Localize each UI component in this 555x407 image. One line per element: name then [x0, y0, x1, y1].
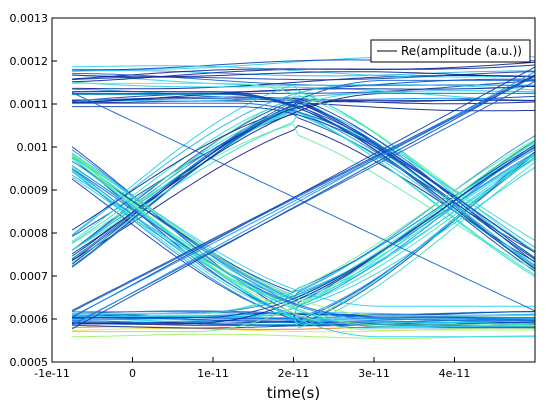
eye-trace [71, 160, 535, 327]
eye-trace [72, 327, 535, 333]
eye-trace [72, 139, 535, 333]
eye-trace [72, 333, 535, 339]
eye-trace [72, 70, 535, 77]
eye-trace [72, 75, 535, 90]
eye-trace [71, 102, 535, 259]
legend-entry: Re(amplitude (a.u.)) [401, 44, 522, 58]
x-tick-label: 1e-11 [197, 367, 229, 380]
eye-trace [72, 139, 535, 315]
eye-trace [72, 147, 535, 324]
eye-trace [71, 156, 535, 307]
eye-trace [71, 92, 535, 244]
eye-trace [71, 158, 535, 305]
eye-trace [72, 166, 535, 317]
x-axis-title: time(s) [267, 384, 320, 402]
eye-trace [71, 113, 535, 253]
eye-trace [72, 93, 535, 260]
eye-trace [71, 80, 535, 326]
eye-trace [71, 71, 535, 327]
eye-trace [71, 99, 535, 231]
eye-trace [72, 65, 535, 78]
eye-trace [71, 158, 535, 326]
eye-trace [72, 81, 535, 102]
y-axis: 0.0005 0.0006 0.0007 0.0008 0.0009 0.001 0.001… [10, 12, 57, 369]
legend: Re(amplitude (a.u.)) [370, 39, 531, 63]
eye-trace [71, 79, 535, 260]
x-tick-label: 0 [129, 367, 136, 380]
x-tick-label: 4e-11 [439, 367, 471, 380]
eye-trace [72, 71, 535, 78]
y-tick-label: 0.0007 [10, 270, 49, 283]
eye-trace [72, 88, 535, 102]
eye-trace [71, 157, 535, 338]
eye-trace [71, 99, 535, 270]
eye-trace [72, 85, 535, 103]
y-tick-label: 0.0008 [10, 227, 49, 240]
eye-trace [71, 168, 535, 329]
eye-trace [71, 153, 535, 317]
trace-group [71, 55, 535, 339]
eye-trace [71, 66, 535, 318]
x-tick-label: 3e-11 [358, 367, 390, 380]
eye-trace [72, 74, 535, 91]
eye-trace [71, 156, 535, 307]
y-tick-label: 0.001 [17, 141, 49, 154]
eye-trace [72, 319, 535, 326]
eye-trace [72, 91, 535, 269]
eye-trace [72, 61, 535, 80]
x-tick-label: -1e-11 [34, 367, 70, 380]
y-tick-label: 0.0012 [10, 55, 49, 68]
y-tick-label: 0.0009 [10, 184, 49, 197]
y-tick-label: 0.0011 [10, 98, 49, 111]
eye-trace [72, 80, 535, 102]
eye-trace [71, 168, 535, 319]
eye-trace [71, 74, 535, 330]
eye-trace [72, 146, 535, 318]
y-tick-label: 0.0005 [10, 356, 49, 369]
legend-box [370, 39, 531, 63]
eye-trace [72, 102, 535, 253]
eye-trace [71, 75, 535, 313]
x-tick-label: 2e-11 [278, 367, 310, 380]
x-axis: -1e-11 0 1e-11 2e-11 3e-11 4e-11 [34, 357, 470, 380]
eye-trace [71, 84, 535, 236]
eye-trace [71, 111, 535, 251]
y-tick-label: 0.0006 [10, 313, 49, 326]
eye-trace [71, 123, 535, 271]
eye-trace [71, 156, 535, 320]
eye-trace [71, 98, 535, 267]
y-tick-label: 0.0013 [10, 12, 49, 25]
eye-trace [71, 100, 535, 270]
eye-trace [71, 165, 535, 320]
eye-trace [71, 91, 535, 261]
eye-trace [72, 82, 535, 253]
